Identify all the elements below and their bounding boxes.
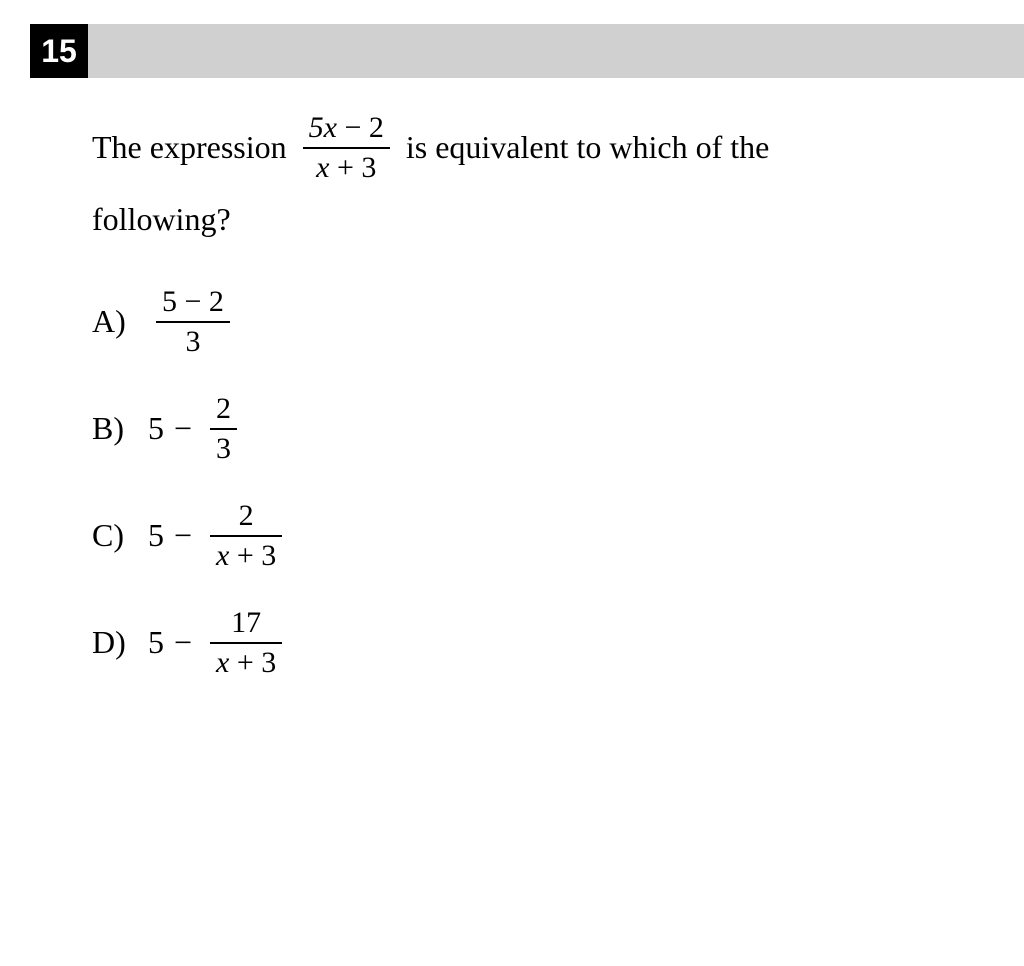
choice-B-label: B) [92, 410, 148, 447]
choice-D-fraction: 17 x + 3 [210, 607, 282, 678]
choice-B-body: 5 − 2 3 [148, 393, 245, 464]
minus-sign: − [164, 517, 202, 554]
minus-sign: − [164, 410, 202, 447]
question-header: 15 [30, 24, 1024, 78]
choice-D[interactable]: D) 5 − 17 x + 3 [92, 607, 984, 678]
choice-C-denominator: x + 3 [210, 540, 282, 572]
fraction-bar [210, 428, 237, 430]
fraction-bar [210, 535, 282, 537]
choice-B-denominator: 3 [210, 433, 237, 465]
question-stem-line2: following? [92, 201, 984, 238]
choice-B[interactable]: B) 5 − 2 3 [92, 393, 984, 464]
choice-A-body: 5 − 2 3 [148, 286, 238, 357]
choice-C-lead: 5 [148, 517, 164, 554]
header-gray-bar [88, 24, 1024, 78]
choice-C-fraction: 2 x + 3 [210, 500, 282, 571]
choice-A[interactable]: A) 5 − 2 3 [92, 286, 984, 357]
choice-D-denominator: x + 3 [210, 647, 282, 679]
choice-B-numerator: 2 [210, 393, 237, 425]
stem-fraction-numerator: 5x − 2 [303, 112, 390, 144]
stem-fraction-denominator: x + 3 [310, 152, 382, 184]
stem-post-text: is equivalent to which of the [398, 117, 769, 178]
choice-C-body: 5 − 2 x + 3 [148, 500, 290, 571]
choice-A-numerator: 5 − 2 [156, 286, 230, 318]
choice-A-label: A) [92, 303, 148, 340]
minus-sign: − [164, 624, 202, 661]
choice-D-numerator: 17 [225, 607, 267, 639]
question-content: The expression 5x − 2 x + 3 is equivalen… [0, 78, 1024, 678]
choice-B-fraction: 2 3 [210, 393, 237, 464]
choice-C-numerator: 2 [233, 500, 260, 532]
choice-C-label: C) [92, 517, 148, 554]
question-number: 15 [41, 33, 77, 70]
question-number-box: 15 [30, 24, 88, 78]
fraction-bar [210, 642, 282, 644]
choice-B-lead: 5 [148, 410, 164, 447]
choice-A-denominator: 3 [179, 326, 206, 358]
choice-A-fraction: 5 − 2 3 [156, 286, 230, 357]
stem-fraction: 5x − 2 x + 3 [303, 112, 390, 183]
fraction-bar [303, 147, 390, 149]
answer-choices: A) 5 − 2 3 B) 5 − 2 3 C) [92, 286, 984, 678]
fraction-bar [156, 321, 230, 323]
choice-D-body: 5 − 17 x + 3 [148, 607, 290, 678]
question-stem-line1: The expression 5x − 2 x + 3 is equivalen… [92, 112, 984, 183]
choice-D-label: D) [92, 624, 148, 661]
stem-pre-text: The expression [92, 117, 295, 178]
choice-D-lead: 5 [148, 624, 164, 661]
choice-C[interactable]: C) 5 − 2 x + 3 [92, 500, 984, 571]
